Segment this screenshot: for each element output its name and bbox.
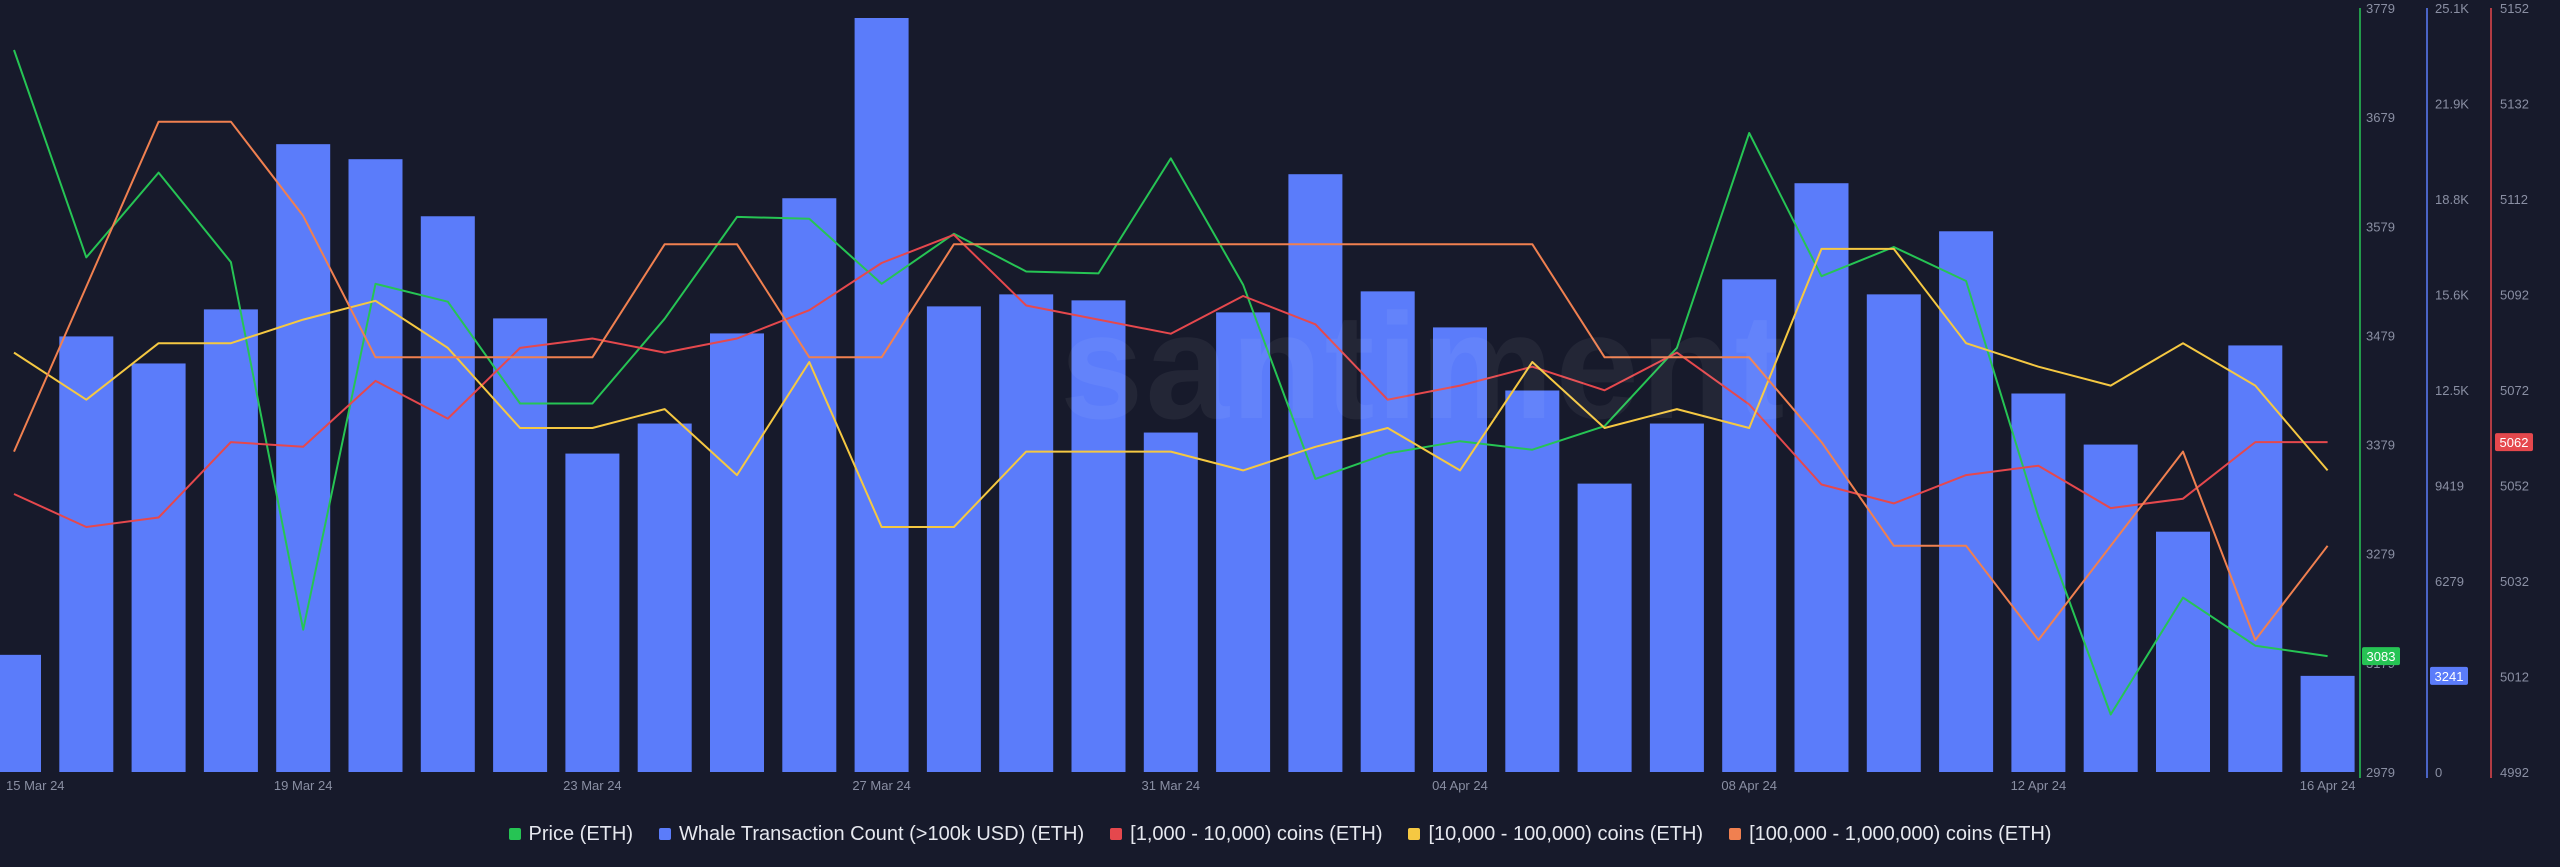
x-tick-label: 31 Mar 24 [1142, 778, 1201, 793]
legend-swatch [1110, 828, 1123, 840]
whale-bar [1071, 300, 1126, 772]
series-line [13, 49, 2328, 716]
whale-bar [1866, 294, 1921, 772]
whale-bar [420, 216, 475, 773]
holdings-current-badge [2495, 433, 2533, 452]
whale-bar [203, 309, 258, 772]
whale-bar [2083, 444, 2138, 772]
x-tick-label: 15 Mar 24 [6, 778, 65, 793]
whale-tick-label: 0 [2435, 765, 2442, 780]
x-axis: 15 Mar 24 19 Mar 24 23 Mar 24 27 Mar 24 31 M… [6, 778, 2355, 793]
legend: Price (ETH) Whale Transaction Count (>100… [0, 820, 2560, 848]
whale-tick-label: 12.5K [2435, 383, 2469, 398]
price-tick-label: 3479 [2366, 328, 2395, 343]
whale-bar [1433, 327, 1487, 772]
whale-bar [1794, 183, 1849, 772]
legend-label: Whale Transaction Count (>100k USD) (ETH… [678, 822, 1085, 845]
whale-bar [2228, 345, 2283, 772]
price-tick-label: 3679 [2366, 110, 2395, 125]
whale-bar [999, 294, 1054, 772]
holdings-current-label: 5062 [2500, 435, 2529, 450]
series-line [13, 233, 2328, 528]
line-series [13, 49, 2329, 716]
holdings-tick-label: 5152 [2500, 1, 2529, 16]
x-tick-label: 27 Mar 24 [852, 778, 911, 793]
whale-bar [0, 654, 41, 772]
whale-bar [926, 306, 981, 772]
legend-item[interactable]: [1,000 - 10,000) coins (ETH) [1110, 823, 1382, 846]
x-tick-label: 08 Apr 24 [1721, 778, 1777, 793]
holdings-tick-label: 5052 [2500, 479, 2529, 494]
price-tick-label: 2979 [2366, 765, 2395, 780]
legend-label: [100,000 - 1,000,000) coins (ETH) [1749, 822, 2052, 845]
whale-bar [637, 423, 692, 772]
whale-bar [1216, 312, 1271, 772]
bar-series [0, 18, 2355, 773]
whale-bar [1722, 279, 1777, 772]
whale-bar [131, 363, 186, 772]
holdings-tick-label: 5112 [2500, 192, 2528, 207]
whale-bar [1143, 432, 1198, 772]
price-tick-label: 3779 [2366, 1, 2395, 16]
price-tick-label: 3379 [2366, 438, 2395, 453]
holdings-tick-label: 5132 [2500, 97, 2529, 112]
whale-tick-label: 15.6K [2435, 288, 2469, 303]
whale-bar [2300, 675, 2355, 772]
whale-bar [565, 453, 620, 772]
whale-bar [1360, 291, 1415, 772]
whale-bar [1649, 423, 1704, 772]
legend-swatch [1408, 828, 1421, 840]
legend-label: [10,000 - 100,000) coins (ETH) [1428, 822, 1704, 845]
whale-tick-label: 21.9K [2435, 97, 2469, 112]
legend-label: [1,000 - 10,000) coins (ETH) [1130, 822, 1383, 845]
whale-bar [710, 333, 764, 772]
legend-item[interactable]: Whale Transaction Count (>100k USD) (ETH… [658, 822, 1085, 846]
price-current-label: 3083 [2367, 649, 2396, 664]
legend-item[interactable]: Price (ETH) [508, 822, 633, 846]
whale-bar [1505, 390, 1560, 772]
whale-current-label: 3241 [2435, 669, 2464, 684]
x-tick-label: 04 Apr 24 [1432, 778, 1488, 793]
whale-tick-label: 9419 [2435, 479, 2464, 494]
whale-bar [493, 318, 548, 772]
holdings-tick-label: 5012 [2500, 670, 2529, 685]
price-current-badge [2362, 647, 2400, 666]
x-tick-label: 23 Mar 24 [563, 778, 622, 793]
legend-swatch [1729, 828, 1742, 840]
whale-tick-label: 25.1K [2435, 1, 2469, 16]
holdings-tick-label: 5092 [2500, 288, 2529, 303]
whale-bar [782, 198, 837, 773]
x-tick-label: 12 Apr 24 [2011, 778, 2067, 793]
whale-bar [276, 144, 331, 772]
holdings-tick-label: 5032 [2500, 574, 2529, 589]
whale-bar [2011, 393, 2066, 772]
series-line [13, 247, 2329, 528]
axes: 3779367935793479337932793179297925.1K21.… [2359, 1, 2533, 780]
legend-label: Price (ETH) [528, 822, 633, 845]
holdings-tick-label: 5072 [2500, 383, 2529, 398]
whale-bar [2156, 531, 2210, 772]
price-tick-label: 3579 [2366, 219, 2395, 234]
whale-tick-label: 18.8K [2435, 192, 2469, 207]
x-tick-label: 16 Apr 24 [2300, 778, 2356, 793]
legend-item[interactable]: [100,000 - 1,000,000) coins (ETH) [1729, 823, 2051, 846]
whale-current-badge [2430, 666, 2468, 685]
whale-bar [59, 336, 114, 772]
whale-bar [1939, 231, 1994, 773]
legend-swatch [508, 828, 521, 840]
series-line [13, 120, 2329, 641]
legend-item[interactable]: [10,000 - 100,000) coins (ETH) [1408, 823, 1703, 846]
x-tick-label: 19 Mar 24 [274, 778, 333, 793]
whale-bar [854, 18, 909, 772]
legend-swatch [658, 828, 671, 840]
holdings-tick-label: 4992 [2500, 765, 2529, 780]
whale-bar [348, 159, 403, 772]
whale-tick-label: 6279 [2435, 574, 2464, 589]
whale-bar [1577, 483, 1632, 772]
price-tick-label: 3279 [2366, 547, 2395, 562]
watermark: santiment [1060, 282, 1787, 450]
